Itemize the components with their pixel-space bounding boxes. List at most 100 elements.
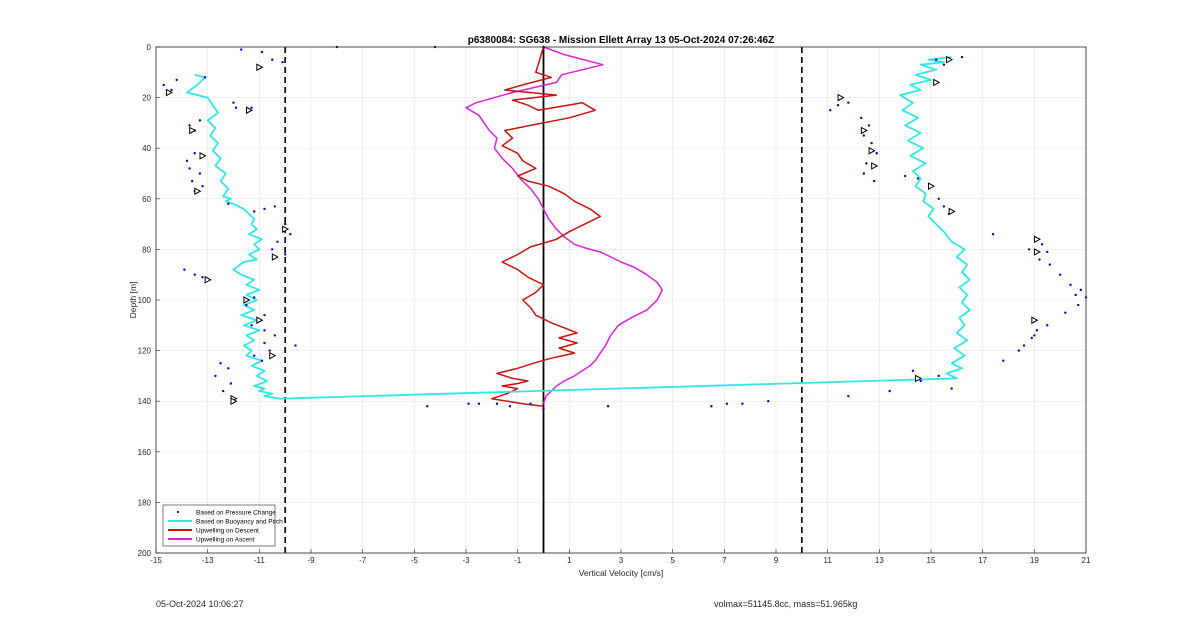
pressure-point <box>263 341 266 345</box>
pressure-point <box>227 202 230 206</box>
triangle-marker <box>871 162 879 170</box>
pressure-point <box>1077 303 1080 307</box>
pressure-point <box>991 233 995 236</box>
pressure-point <box>1022 344 1026 347</box>
triangle-marker <box>269 351 277 360</box>
x-tick-label: -3 <box>462 556 470 565</box>
pressure-point <box>271 58 274 61</box>
pressure-point <box>250 324 253 327</box>
pressure-point <box>185 159 189 163</box>
pressure-point <box>273 334 277 337</box>
pressure-point <box>283 253 287 256</box>
pressure-point <box>542 407 545 410</box>
pressure-point <box>1038 258 1041 261</box>
pressure-point <box>227 367 230 370</box>
series-ascent-line <box>465 46 664 404</box>
legend: Based on Pressure Change Based on Buoyan… <box>162 504 283 547</box>
reference-lines <box>284 47 803 553</box>
y-tick-label: 160 <box>138 448 152 457</box>
pressure-point <box>710 405 713 408</box>
pressure-point <box>263 313 266 317</box>
pressure-point <box>232 101 235 104</box>
pressure-point <box>860 116 863 120</box>
pressure-point <box>175 78 178 82</box>
triangle-marker <box>933 78 941 87</box>
pressure-point <box>283 222 287 226</box>
y-tick-label: 60 <box>142 195 151 204</box>
pressure-point <box>1033 334 1036 337</box>
pressure-point <box>888 389 891 393</box>
x-tick-label: 11 <box>824 556 833 565</box>
pressure-point <box>281 60 284 64</box>
pressure-point <box>193 152 196 155</box>
series-layer <box>162 45 1088 410</box>
pressure-point <box>495 402 499 405</box>
triangle-marker <box>1033 248 1041 256</box>
legend-label-buoyancy: Based on Buoyancy and Pitch <box>196 519 283 526</box>
pressure-point <box>1027 248 1031 251</box>
pressure-point <box>229 382 233 385</box>
pressure-point <box>508 405 512 408</box>
pressure-point <box>252 296 256 299</box>
pressure-point <box>741 402 744 405</box>
x-tick-label: -13 <box>202 556 214 565</box>
pressure-point <box>260 50 264 54</box>
x-tick-label: 5 <box>670 556 675 565</box>
pressure-point <box>271 248 274 251</box>
pressure-point <box>1046 324 1049 327</box>
triangle-marker <box>282 225 290 234</box>
pressure-point <box>862 172 866 175</box>
triangle-marker <box>204 275 212 284</box>
y-tick-label: 140 <box>138 397 152 406</box>
pressure-point <box>875 152 878 155</box>
pressure-point <box>201 276 204 279</box>
x-tick-label: 21 <box>1082 556 1091 565</box>
pressure-point <box>193 273 196 276</box>
legend-label-pressure: Based on Pressure Change <box>196 510 276 517</box>
pressure-point <box>829 109 832 112</box>
y-tick-label: 20 <box>142 94 151 103</box>
pressure-point <box>870 141 873 145</box>
pressure-point <box>273 205 277 208</box>
x-tick-label: 3 <box>619 556 624 565</box>
pressure-point <box>170 88 173 92</box>
triangle-marker <box>189 126 197 135</box>
pressure-point <box>1064 311 1067 314</box>
ticks: -15 -13 -11 -9 -7 -5 -3 -1 1 3 5 7 9 11 13 15 17 19 210204… <box>138 43 1091 565</box>
pressure-point <box>725 402 729 405</box>
x-tick-label: 17 <box>978 556 987 565</box>
legend-label-ascent: Upwelling on Ascent <box>196 537 255 544</box>
pressure-point <box>426 405 429 408</box>
pressure-point <box>1048 263 1052 266</box>
marker-layer <box>165 55 1041 406</box>
pressure-point <box>937 374 940 378</box>
pressure-point <box>260 359 264 362</box>
pressure-point <box>836 103 840 107</box>
pressure-point <box>911 369 915 373</box>
triangle-marker <box>246 106 254 115</box>
x-tick-label: 1 <box>567 556 572 565</box>
y-tick-label: 180 <box>138 498 152 507</box>
triangle-marker <box>1031 316 1039 325</box>
pressure-point <box>240 48 243 51</box>
pressure-point <box>1046 250 1049 254</box>
pressure-point <box>219 362 222 365</box>
pressure-point <box>606 405 610 408</box>
triangle-marker <box>928 182 936 190</box>
x-tick-label: -11 <box>254 556 266 565</box>
pressure-point <box>934 58 938 61</box>
pressure-point <box>916 177 920 180</box>
pressure-point <box>203 76 207 79</box>
pressure-point <box>252 354 256 357</box>
triangle-marker <box>837 93 845 102</box>
pressure-point <box>1035 329 1039 332</box>
pressure-point <box>183 268 186 271</box>
pressure-point <box>950 387 953 390</box>
y-tick-label: 200 <box>138 549 152 558</box>
triangle-marker <box>256 316 264 325</box>
pressure-point <box>467 402 470 405</box>
pressure-point <box>1079 288 1083 292</box>
pressure-point <box>198 172 202 175</box>
pressure-point <box>1030 336 1033 340</box>
pressure-point <box>252 210 256 213</box>
